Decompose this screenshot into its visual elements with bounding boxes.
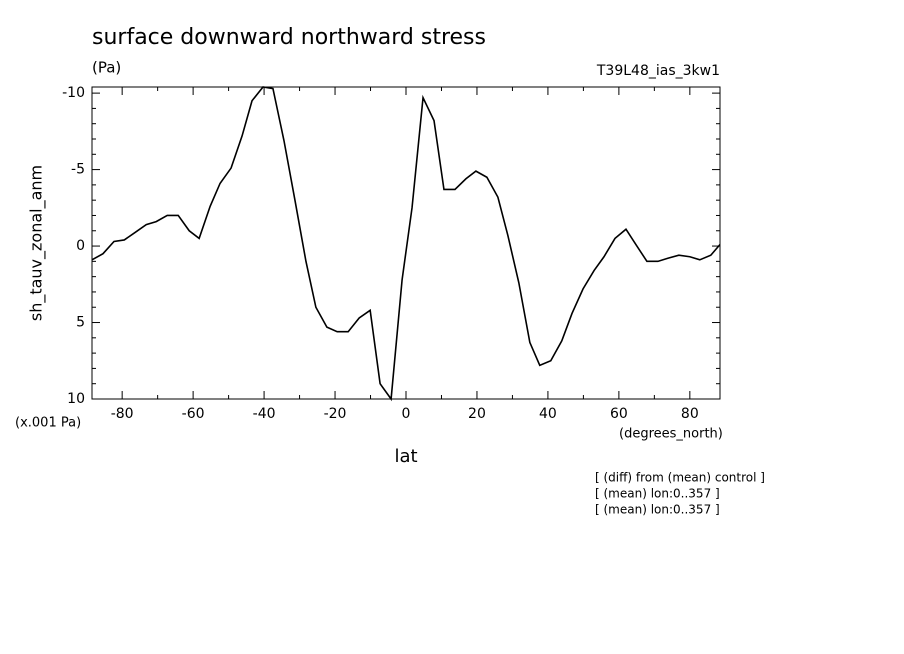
footnote: [ (mean) lon:0..357 ] [595, 487, 720, 501]
y-axis-label: sh_tauv_zonal_anm [27, 165, 47, 321]
y-tick-label: 0 [76, 238, 85, 254]
data-line [91, 86, 721, 402]
y-tick-label: -5 [71, 162, 85, 178]
x-tick-label: 60 [610, 406, 628, 422]
footnote: [ (diff) from (mean) control ] [595, 471, 765, 485]
x-axis-label: lat [394, 446, 417, 467]
x-tick-label: 20 [468, 406, 486, 422]
x-tick-label: -40 [253, 406, 276, 422]
plot-frame [91, 86, 721, 400]
x-tick-label: -80 [111, 406, 134, 422]
x-tick-label: -60 [182, 406, 205, 422]
y-tick-label: 5 [76, 315, 85, 331]
footnote: [ (mean) lon:0..357 ] [595, 503, 720, 517]
chart-title: surface downward northward stress [92, 25, 486, 50]
run-label: T39L48_ias_3kw1 [596, 63, 720, 79]
y-tick-label: -10 [62, 85, 85, 101]
y-units: (x.001 Pa) [15, 416, 81, 431]
x-tick-label: 40 [539, 406, 557, 422]
x-units: (degrees_north) [619, 427, 723, 442]
x-tick-label: 80 [681, 406, 699, 422]
y-tick-label: 10 [67, 391, 85, 407]
x-tick-label: -20 [324, 406, 347, 422]
chart-subtitle: (Pa) [92, 59, 121, 77]
x-tick-label: 0 [402, 406, 411, 422]
